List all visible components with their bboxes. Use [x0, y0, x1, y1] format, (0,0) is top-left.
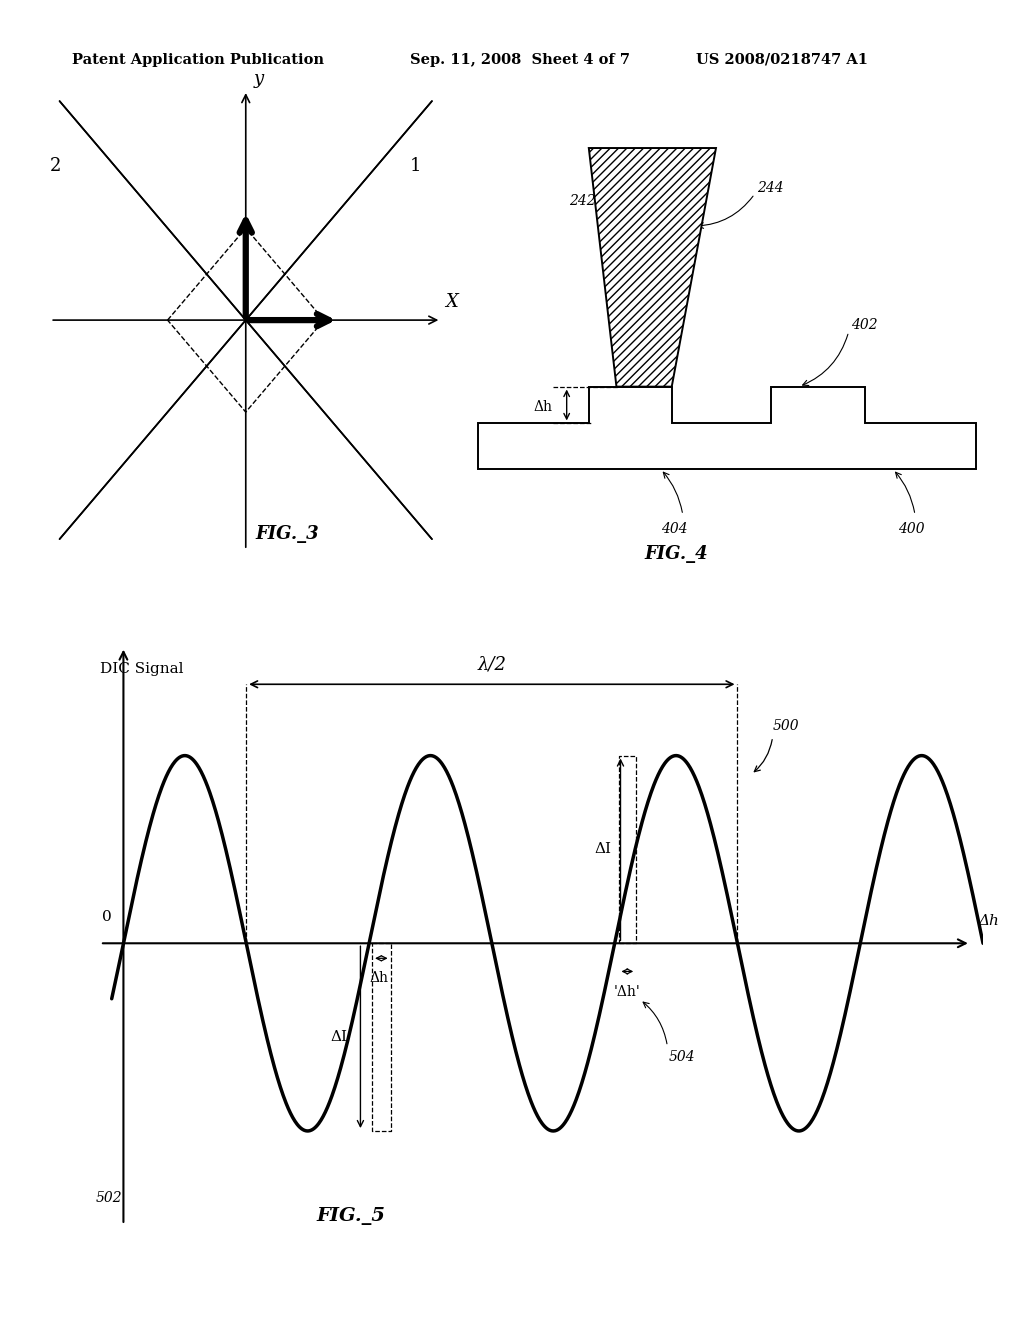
Polygon shape: [478, 387, 976, 469]
Text: 502: 502: [96, 1191, 123, 1205]
Text: 0: 0: [102, 909, 112, 924]
Text: 2: 2: [50, 157, 61, 176]
Text: FIG._3: FIG._3: [255, 525, 318, 543]
Text: ΔI: ΔI: [331, 1030, 347, 1044]
Text: 404: 404: [660, 523, 687, 536]
Text: Δh: Δh: [978, 913, 999, 928]
Text: 504: 504: [669, 1051, 695, 1064]
Text: λ/2: λ/2: [477, 655, 506, 673]
Text: 244: 244: [758, 181, 784, 194]
Text: 242: 242: [569, 194, 596, 209]
Text: FIG._5: FIG._5: [316, 1206, 386, 1225]
Text: FIG._4: FIG._4: [644, 545, 708, 562]
Text: 'Δh': 'Δh': [614, 985, 641, 998]
Text: US 2008/0218747 A1: US 2008/0218747 A1: [696, 53, 868, 67]
Text: y: y: [253, 70, 263, 88]
Text: ΔI: ΔI: [594, 842, 611, 857]
Text: X: X: [445, 293, 458, 312]
Text: 402: 402: [852, 318, 879, 333]
Text: 1: 1: [410, 157, 421, 176]
Text: Patent Application Publication: Patent Application Publication: [72, 53, 324, 67]
Text: Δh: Δh: [534, 400, 553, 414]
Text: Sep. 11, 2008  Sheet 4 of 7: Sep. 11, 2008 Sheet 4 of 7: [410, 53, 630, 67]
Text: 400: 400: [898, 523, 925, 536]
Text: 500: 500: [773, 719, 800, 733]
Text: DIC Signal: DIC Signal: [100, 661, 183, 676]
Text: Δh: Δh: [370, 972, 389, 986]
Polygon shape: [589, 148, 716, 387]
